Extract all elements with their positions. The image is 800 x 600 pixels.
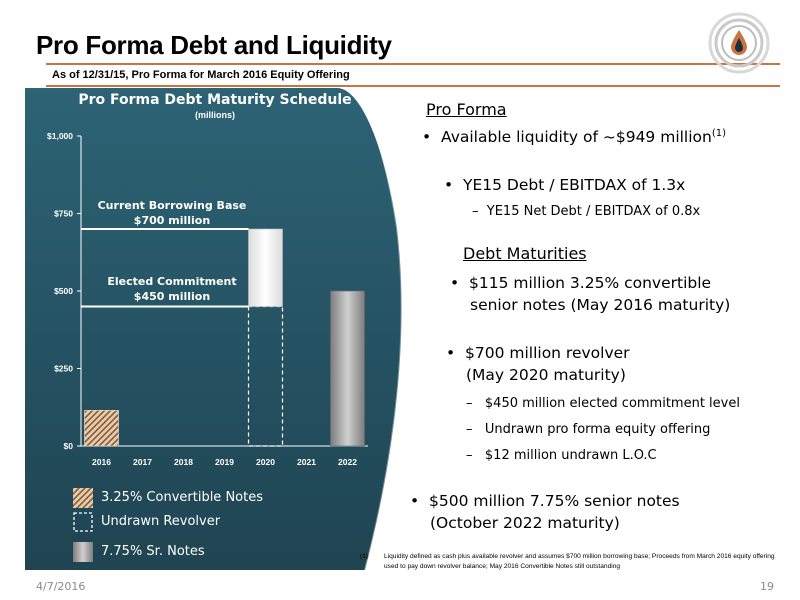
sub-bullet-net-debt: – YE15 Net Debt / EBITDAX of 0.8x (472, 204, 700, 219)
plot-area: $1,000 $750 $500 $250 $0 2016 2017 2018 2019 2020… (47, 131, 368, 467)
legend-label-convertible: 3.25% Convertible Notes (101, 490, 263, 505)
bullet-dot-4: • (446, 344, 465, 362)
bullet-dot-3: • (450, 274, 469, 292)
bar-borrowing-base (248, 228, 283, 307)
debt-maturities-heading: Debt Maturities (463, 244, 587, 263)
legend-label-senior-notes: 7.75% Sr. Notes (101, 544, 205, 559)
dash-2: – (466, 396, 485, 411)
bar-senior-notes (330, 290, 365, 447)
bullet-liquidity: • Available liquidity of ~$949 million(1… (422, 128, 726, 146)
undrawn-text: Undrawn pro forma equity offering (484, 422, 711, 437)
sub-bullet-elected: – $450 million elected commitment level (466, 396, 740, 411)
commentary-panel: Pro Forma • Available liquidity of ~$949… (400, 92, 800, 572)
y-tick-label: $500 (54, 286, 73, 296)
elected-commitment-label: Elected Commitment (107, 275, 237, 288)
convertible-line2: senior notes (May 2016 maturity) (470, 296, 731, 314)
bullet-revolver: • $700 million revolver (May 2020 maturi… (446, 342, 630, 386)
sub-bullet-loc: – $12 million undrawn L.O.C (466, 448, 657, 463)
x-tick-label: 2020 (256, 457, 275, 467)
dash-3: – (466, 422, 485, 437)
debt-ebitdax-text: YE15 Debt / EBITDAX of 1.3x (463, 176, 686, 194)
x-tick-label: 2016 (92, 457, 111, 467)
borrowing-base-value: $700 million (133, 214, 211, 227)
page-number: 19 (760, 580, 774, 593)
liquidity-footnote-ref: (1) (711, 128, 727, 139)
legend-swatch-senior-notes (73, 542, 93, 562)
x-tick-label: 2022 (338, 457, 357, 467)
title-rule-bottom (46, 85, 780, 87)
borrowing-base-label: Current Borrowing Base (97, 199, 247, 212)
footnote-number: (1) (360, 553, 369, 560)
panel-background (25, 88, 402, 570)
slide-subtitle: As of 12/31/15, Pro Forma for March 2016… (52, 69, 350, 81)
bullet-senior-notes: • $500 million 7.75% senior notes (Octob… (410, 490, 680, 534)
borrowing-base-annotation: Current Borrowing Base $700 million (72, 198, 272, 228)
liquidity-text: Available liquidity of ~$949 million (441, 128, 712, 147)
y-tick-label: $750 (54, 209, 73, 219)
bullet-dot-1: • (422, 128, 441, 147)
y-tick-label: $1,000 (47, 131, 73, 141)
sub-bullet-undrawn: – Undrawn pro forma equity offering (466, 422, 710, 437)
title-rule-top (46, 63, 780, 65)
x-tick-label: 2017 (133, 457, 152, 467)
senior-notes-line1: $500 million 7.75% senior notes (429, 492, 680, 510)
legend-swatch-revolver (73, 512, 93, 532)
elected-commitment-annotation: Elected Commitment $450 million (72, 274, 272, 304)
x-tick-label: 2019 (215, 457, 234, 467)
footnote-text: Liquidity defined as cash plus available… (384, 553, 775, 570)
y-tick-label: $250 (54, 364, 73, 374)
dash-4: – (466, 448, 485, 463)
chart-panel: $1,000 $750 $500 $250 $0 2016 2017 2018 2019 2020… (25, 88, 405, 570)
x-tick-label: 2021 (297, 457, 316, 467)
chart-subtitle: (millions) (195, 110, 235, 120)
dash-1: – (472, 204, 487, 219)
x-tick-label: 2018 (174, 457, 193, 467)
slide-title: Pro Forma Debt and Liquidity (36, 30, 392, 60)
net-debt-text: YE15 Net Debt / EBITDAX of 0.8x (486, 204, 701, 219)
bullet-dot-2: • (444, 176, 463, 194)
y-tick-label: $0 (64, 441, 74, 451)
senior-notes-line2: (October 2022 maturity) (430, 514, 620, 532)
elected-text: $450 million elected commitment level (484, 396, 740, 411)
slide-date: 4/7/2016 (36, 580, 86, 593)
legend-label-revolver: Undrawn Revolver (101, 514, 221, 529)
bullet-dot-5: • (410, 492, 429, 510)
revolver-line2: (May 2020 maturity) (466, 366, 626, 384)
company-logo (708, 12, 770, 74)
convertible-line1: $115 million 3.25% convertible (469, 274, 712, 292)
elected-commitment-value: $450 million (133, 290, 211, 303)
debt-maturity-chart: $1,000 $750 $500 $250 $0 2016 2017 2018 2019 2020… (25, 88, 403, 570)
legend-swatch-convertible (73, 488, 93, 508)
bar-convertible-notes (84, 410, 119, 447)
bullet-debt-ebitdax: • YE15 Debt / EBITDAX of 1.3x (444, 176, 685, 194)
revolver-line1: $700 million revolver (465, 344, 630, 362)
pro-forma-heading: Pro Forma (426, 100, 507, 119)
loc-text: $12 million undrawn L.O.C (484, 448, 657, 463)
bullet-convertible: • $115 million 3.25% convertible senior … (450, 272, 730, 316)
chart-title: Pro Forma Debt Maturity Schedule (78, 92, 352, 108)
